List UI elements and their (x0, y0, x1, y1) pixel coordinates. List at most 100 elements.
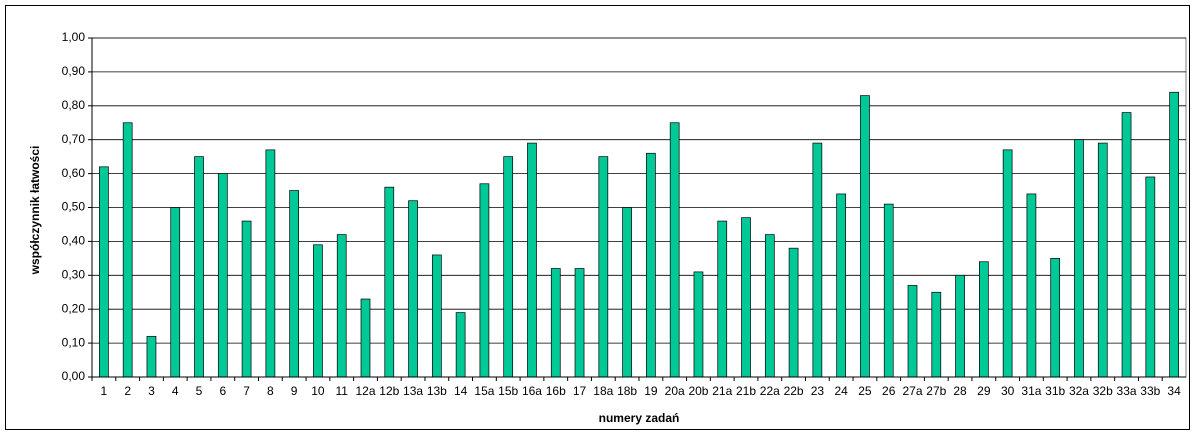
bar (1074, 139, 1084, 378)
x-tick-label: 34 (1167, 384, 1181, 398)
bar (931, 291, 942, 378)
x-tick-label: 20a (665, 384, 685, 398)
bar (788, 247, 799, 378)
x-tick-label: 28 (953, 384, 967, 398)
x-tick-label: 11 (335, 384, 348, 398)
bar (289, 190, 300, 378)
bar (241, 220, 252, 378)
bar (1145, 176, 1156, 378)
bar (360, 298, 371, 378)
bar (669, 122, 680, 378)
x-tick-label: 31a (1021, 384, 1041, 398)
x-tick-label: 31b (1045, 384, 1065, 398)
x-tick-label: 33a (1117, 384, 1137, 398)
x-tick-label: 2 (124, 384, 131, 398)
x-tick-label: 16b (546, 384, 566, 398)
bar (170, 207, 181, 378)
y-tick-label: 0,20 (62, 301, 86, 315)
x-tick-label: 32b (1093, 384, 1113, 398)
bar (860, 95, 870, 378)
x-tick-label: 32a (1069, 384, 1089, 398)
bar (431, 254, 442, 378)
x-tick-label: 21a (712, 384, 732, 398)
x-tick-label: 14 (454, 384, 468, 398)
bar (479, 183, 490, 378)
bar (527, 142, 537, 378)
x-tick-label: 18a (593, 384, 613, 398)
x-tick-label: 15a (474, 384, 494, 398)
x-tick-label: 26 (882, 384, 896, 398)
x-tick-label: 1 (101, 384, 108, 398)
bar (812, 142, 823, 378)
x-tick-label: 18b (617, 384, 637, 398)
bar (313, 244, 323, 378)
x-tick-label: 13b (427, 384, 447, 398)
bar (455, 312, 466, 378)
bar (217, 173, 228, 378)
y-tick-label: 1,00 (62, 30, 86, 44)
bar (836, 193, 847, 378)
x-tick-label: 8 (267, 384, 274, 398)
x-tick-label: 21b (736, 384, 756, 398)
bar (622, 207, 632, 378)
x-tick-label: 27b (926, 384, 946, 398)
bar (550, 268, 561, 378)
x-tick-label: 12a (355, 384, 375, 398)
bar (503, 156, 514, 378)
x-tick-label: 33b (1140, 384, 1160, 398)
x-tick-label: 19 (644, 384, 658, 398)
y-tick-label: 0,40 (62, 234, 86, 248)
bar (1097, 142, 1108, 378)
bar (574, 268, 585, 378)
x-tick-label: 24 (834, 384, 848, 398)
bar (741, 217, 751, 378)
x-tick-label: 17 (573, 384, 587, 398)
bar (122, 122, 133, 378)
x-tick-label: 20b (688, 384, 708, 398)
x-tick-label: 22b (784, 384, 804, 398)
bar (146, 335, 157, 378)
bar (336, 234, 347, 378)
bar (265, 149, 276, 378)
y-tick-label: 0,60 (62, 166, 86, 180)
x-tick-label: 6 (219, 384, 226, 398)
x-tick-label: 5 (196, 384, 203, 398)
y-tick-label: 0,70 (62, 132, 86, 146)
bar (598, 156, 609, 378)
x-tick-label: 23 (811, 384, 825, 398)
bar (717, 220, 728, 378)
bar (978, 261, 989, 378)
x-tick-label: 9 (291, 384, 298, 398)
x-tick-label: 15b (498, 384, 518, 398)
x-tick-label: 7 (243, 384, 250, 398)
bar (1169, 91, 1179, 378)
bar (646, 152, 656, 378)
x-tick-label: 22a (760, 384, 780, 398)
y-tick-label: 0,80 (62, 98, 86, 112)
bar (194, 156, 204, 378)
bar (693, 271, 704, 378)
x-tick-label: 30 (1001, 384, 1015, 398)
bar (384, 186, 395, 378)
bar (1050, 258, 1061, 378)
bar (883, 203, 894, 378)
bar (955, 274, 965, 378)
x-tick-label: 25 (858, 384, 872, 398)
y-axis-title: współczynnik łatwości (28, 146, 42, 276)
y-tick-label: 0,90 (62, 64, 86, 78)
bar (1121, 112, 1132, 378)
x-tick-label: 4 (172, 384, 179, 398)
bar (99, 166, 109, 378)
x-axis-title: numery zadań (599, 411, 680, 425)
y-tick-label: 0,00 (62, 369, 86, 383)
x-tick-label: 3 (148, 384, 155, 398)
bar (408, 200, 418, 378)
x-tick-label: 16a (522, 384, 542, 398)
x-tick-label: 13a (403, 384, 423, 398)
bar (907, 285, 918, 378)
x-tick-label: 12b (379, 384, 399, 398)
y-tick-label: 0,50 (62, 200, 86, 214)
bar (764, 234, 775, 378)
y-tick-label: 0,30 (62, 267, 86, 281)
